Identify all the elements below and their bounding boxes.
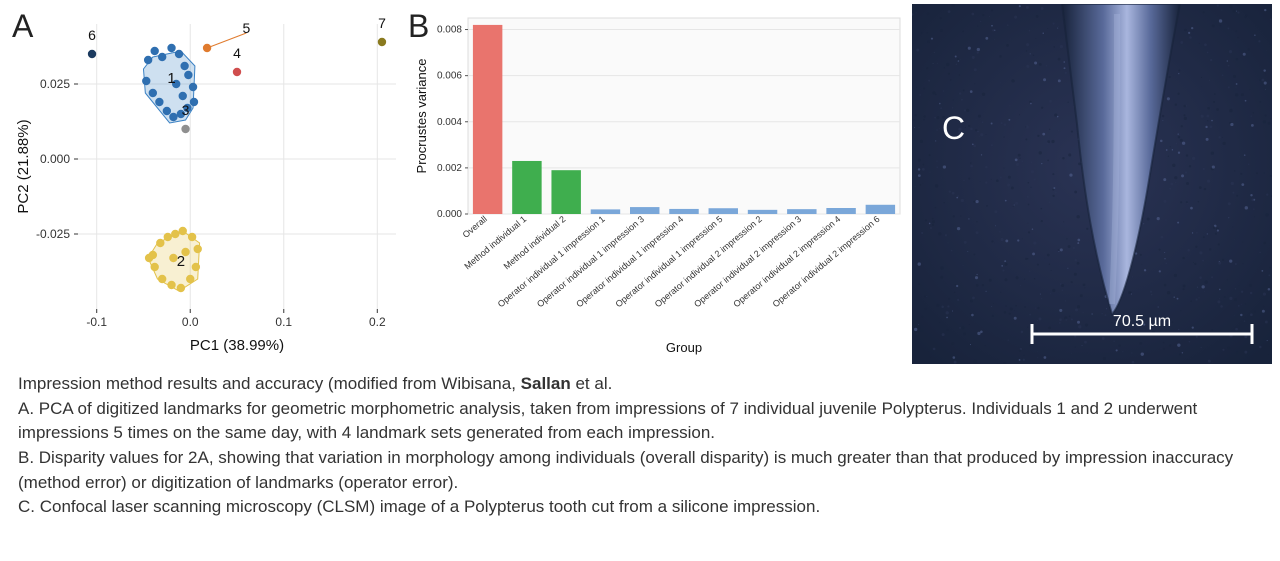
svg-text:0.000: 0.000 [40, 152, 70, 166]
svg-text:Overall: Overall [461, 214, 489, 240]
svg-text:2: 2 [177, 253, 185, 270]
caption-intro-bold: Sallan [521, 374, 571, 393]
panel-b: B 0.0000.0020.0040.0060.008OverallMethod… [408, 4, 908, 364]
panel-a: A 3 45 6 7 1 2 -0.1 0.0 0.1 0.2 -0.025 0.000 0.025 PC… [8, 4, 408, 364]
svg-text:0.002: 0.002 [437, 163, 462, 174]
svg-text:C: C [942, 110, 965, 146]
svg-text:PC2 (21.88%): PC2 (21.88%) [15, 119, 32, 213]
variance-bar-chart: 0.0000.0020.0040.0060.008OverallMethod i… [408, 4, 908, 364]
figure-caption: Impression method results and accuracy (… [0, 364, 1280, 520]
caption-line-intro: Impression method results and accuracy (… [18, 372, 1262, 397]
svg-text:6: 6 [88, 27, 96, 43]
svg-text:3: 3 [182, 102, 190, 118]
pca-scatter: 3 45 6 7 1 2 -0.1 0.0 0.1 0.2 -0.025 0.000 0.025 PC1 … [8, 4, 408, 364]
panel-b-label: B [408, 8, 429, 45]
svg-text:Group: Group [666, 340, 702, 355]
figure-row: A 3 45 6 7 1 2 -0.1 0.0 0.1 0.2 -0.025 0.000 0.025 PC… [0, 0, 1280, 364]
svg-text:0.008: 0.008 [437, 25, 462, 36]
svg-text:4: 4 [233, 45, 241, 61]
panel-c: C 70.5 µm [912, 4, 1272, 364]
caption-line-a: A. PCA of digitized landmarks for geomet… [18, 397, 1262, 446]
svg-text:-0.025: -0.025 [36, 227, 70, 241]
svg-text:70.5 µm: 70.5 µm [1113, 313, 1171, 330]
svg-text:Procrustes variance: Procrustes variance [414, 59, 429, 174]
svg-text:0.025: 0.025 [40, 77, 70, 91]
svg-text:0.000: 0.000 [437, 209, 462, 220]
svg-text:0.0: 0.0 [182, 315, 199, 329]
svg-text:1: 1 [167, 70, 175, 87]
svg-text:7: 7 [378, 15, 386, 31]
panel-a-label: A [12, 8, 33, 45]
svg-text:-0.1: -0.1 [86, 315, 107, 329]
svg-text:0.006: 0.006 [437, 71, 462, 82]
svg-text:0.004: 0.004 [437, 117, 462, 128]
caption-line-c: C. Confocal laser scanning microscopy (C… [18, 495, 1262, 520]
svg-text:0.1: 0.1 [275, 315, 292, 329]
caption-intro-post: et al. [571, 374, 613, 393]
caption-line-b: B. Disparity values for 2A, showing that… [18, 446, 1262, 495]
svg-text:0.2: 0.2 [369, 315, 386, 329]
svg-text:PC1 (38.99%): PC1 (38.99%) [190, 337, 284, 354]
clsm-image: C 70.5 µm [912, 4, 1272, 364]
svg-text:5: 5 [242, 20, 250, 36]
caption-intro-pre: Impression method results and accuracy (… [18, 374, 521, 393]
